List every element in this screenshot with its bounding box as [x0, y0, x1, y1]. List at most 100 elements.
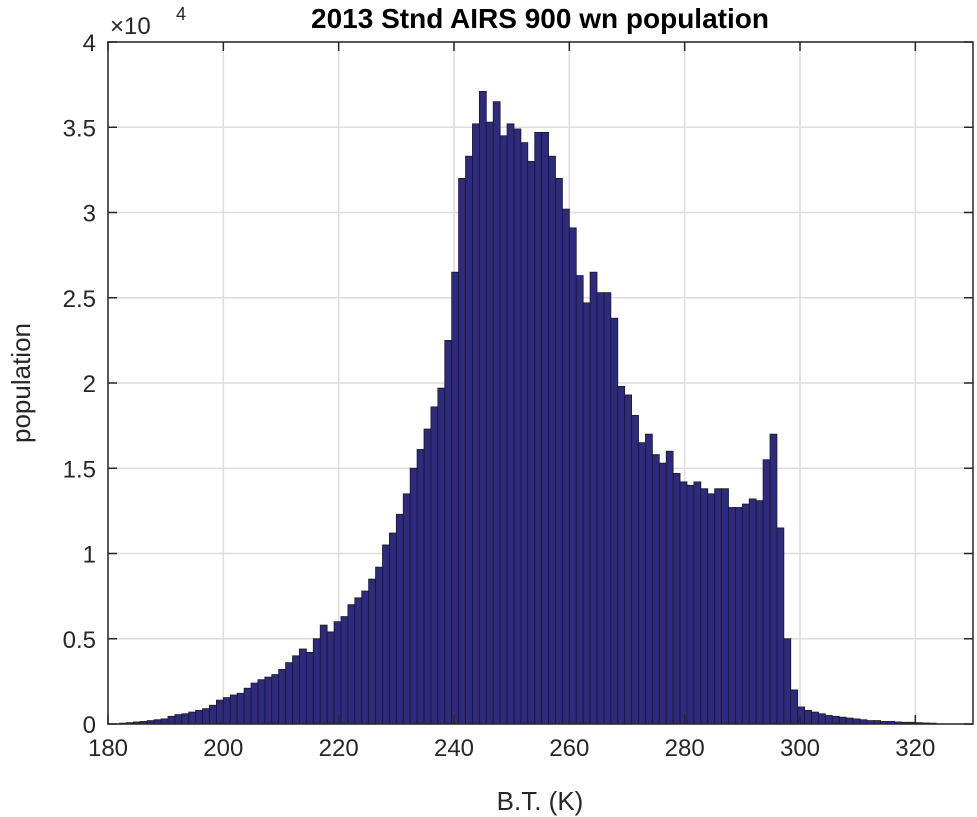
- histogram-bar: [299, 648, 307, 725]
- histogram-bar: [416, 449, 425, 725]
- histogram-bar: [264, 676, 273, 725]
- histogram-bar: [368, 578, 376, 725]
- histogram-bar: [437, 387, 446, 725]
- histogram-bar: [250, 682, 259, 725]
- histogram-bar: [624, 394, 633, 725]
- y-tick-label: 0.5: [63, 627, 96, 654]
- histogram-bar: [527, 160, 536, 725]
- histogram-bar: [548, 155, 556, 725]
- histogram-bar: [499, 135, 508, 725]
- histogram-bar: [575, 275, 584, 725]
- histogram-bar: [478, 91, 487, 725]
- x-tick-label: 260: [549, 735, 589, 762]
- histogram-bar: [312, 638, 321, 725]
- histogram-bar: [472, 123, 480, 725]
- histogram-bar: [735, 507, 743, 725]
- histogram-bar: [797, 706, 806, 725]
- histogram-bar: [721, 488, 729, 725]
- histogram-bar: [617, 386, 626, 725]
- histogram-bar: [278, 669, 287, 725]
- histogram-bar: [645, 433, 653, 725]
- histogram-bar: [195, 709, 203, 725]
- x-tick-label: 240: [434, 735, 474, 762]
- histogram-bar: [686, 484, 695, 725]
- histogram-bar: [520, 142, 529, 725]
- y-tick-label: 0: [83, 712, 96, 739]
- histogram-bar: [243, 687, 252, 725]
- histogram-bar: [776, 527, 785, 725]
- histogram-bar: [555, 177, 563, 725]
- histogram-bar: [202, 708, 210, 725]
- histogram-bar: [562, 208, 570, 725]
- y-tick-label: 2.5: [63, 286, 96, 313]
- histogram-bar: [831, 715, 840, 725]
- histogram-bar: [610, 317, 619, 725]
- histogram-bar: [340, 616, 349, 725]
- histogram-bar: [845, 717, 854, 725]
- x-tick-label: 200: [203, 735, 243, 762]
- x-tick-label: 320: [895, 735, 935, 762]
- histogram-bar: [174, 714, 183, 725]
- histogram-bar: [783, 638, 792, 725]
- y-tick-label: 3.5: [63, 115, 96, 142]
- histogram-bar: [222, 697, 231, 725]
- histogram-bar: [824, 715, 833, 725]
- histogram-bar: [361, 590, 370, 725]
- histogram-bar: [292, 655, 300, 725]
- histogram-bar: [229, 694, 238, 725]
- y-tick-label: 3: [83, 201, 96, 228]
- histogram-bar: [534, 131, 543, 725]
- histogram-bar: [728, 507, 736, 725]
- histogram-bar: [790, 689, 799, 725]
- histogram-bar: [319, 624, 328, 725]
- chart-title: 2013 Stnd AIRS 900 wn population: [311, 3, 769, 34]
- histogram-bar: [658, 462, 667, 725]
- histogram-bar: [665, 450, 674, 725]
- histogram-bar: [188, 711, 197, 725]
- histogram-bar: [451, 271, 460, 725]
- x-axis-label: B.T. (K): [497, 786, 584, 816]
- histogram-bar: [762, 459, 771, 725]
- histogram-bar: [631, 414, 639, 725]
- histogram-bar: [755, 500, 764, 725]
- histogram-bar: [395, 513, 404, 725]
- histogram-bar: [700, 488, 709, 725]
- tick-labels: 180 200 220 240 260 280 300 320 0 0.5 1 1.5 2 2.5 3 3.5…: [63, 30, 936, 762]
- histogram-bar: [804, 709, 812, 725]
- histogram-bar: [271, 674, 280, 725]
- histogram-bar: [714, 488, 722, 725]
- y-tick-label: 2: [83, 371, 96, 398]
- histogram-bar: [818, 713, 826, 725]
- histogram-bar: [485, 121, 494, 725]
- histogram-bar: [603, 292, 612, 725]
- histogram-bar: [596, 292, 605, 725]
- histogram-bar: [852, 718, 861, 725]
- x-tick-label: 220: [319, 735, 359, 762]
- histogram-bar: [458, 177, 466, 725]
- histogram-bar: [693, 481, 702, 725]
- histogram-bar: [402, 493, 411, 725]
- histogram-bar: [305, 651, 314, 725]
- histogram-bar: [333, 621, 342, 725]
- histogram-bar: [838, 716, 847, 725]
- histogram-bar: [568, 227, 577, 725]
- histogram-bar: [651, 454, 660, 725]
- histogram-bar: [347, 604, 356, 725]
- histogram-bar: [430, 406, 439, 725]
- histogram-bar: [748, 498, 757, 725]
- histogram-bar: [707, 493, 716, 725]
- histogram-bar: [582, 302, 591, 725]
- y-tick-label: 4: [83, 30, 96, 57]
- histogram-bar: [679, 481, 688, 725]
- histogram-bar: [672, 472, 681, 725]
- y-multiplier-base: ×10: [110, 13, 151, 40]
- histogram-bar: [769, 433, 778, 725]
- histogram-bar: [638, 442, 646, 725]
- histogram-bar: [389, 532, 397, 725]
- histogram-bar: [181, 713, 190, 725]
- histogram-bar: [506, 123, 515, 725]
- histogram-bar: [326, 631, 335, 725]
- histogram-bar: [465, 155, 473, 725]
- histogram-bar: [160, 718, 169, 725]
